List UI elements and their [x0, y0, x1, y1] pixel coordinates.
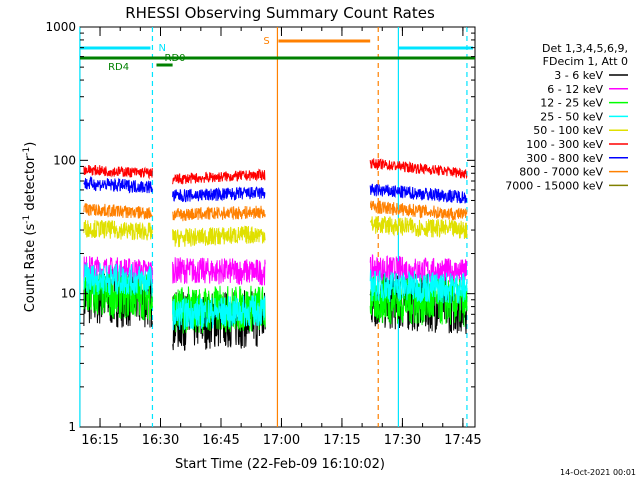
series-trace [172, 205, 266, 222]
legend-label: 300 - 800 keV [526, 152, 603, 165]
rd0-label: RD0 [165, 53, 186, 64]
legend-header-line2: FDecim 1, Att 0 [543, 55, 628, 68]
series-trace [83, 175, 153, 194]
series-trace [369, 215, 468, 240]
series-trace [83, 262, 153, 297]
series-trace [172, 168, 266, 186]
x-tick-label: 16:45 [202, 433, 239, 448]
x-tick-label: 16:15 [81, 433, 118, 448]
series-trace [172, 257, 266, 286]
legend-label: 6 - 12 keV [547, 83, 603, 96]
legend-label: 800 - 7000 keV [519, 166, 603, 179]
x-tick-label: 17:00 [263, 433, 300, 448]
saa-label: S [263, 36, 269, 47]
y-tick-label: 1000 [45, 20, 76, 34]
x-axis-label: Start Time (22-Feb-09 16:10:02) [175, 457, 385, 472]
series-trace [83, 220, 153, 241]
footer-timestamp: 14-Oct-2021 00:01 [560, 468, 636, 477]
x-tick-label: 16:30 [142, 433, 179, 448]
chart-title: RHESSI Observing Summary Count Rates [125, 4, 435, 22]
y-axis-label-sup1: -1 [22, 215, 32, 224]
legend-label: 100 - 300 keV [526, 138, 603, 151]
rd4-label: RD4 [108, 62, 129, 73]
series-trace [172, 285, 266, 334]
y-axis-label-sup2: -1 [22, 147, 32, 156]
series-trace [83, 164, 153, 180]
y-tick-label: 10 [61, 287, 76, 301]
legend-label: 25 - 50 keV [540, 110, 603, 123]
y-axis-label: Count Rate (s-1 detector-1) [22, 142, 38, 313]
series-trace [172, 295, 266, 331]
legend-header-line1: Det 1,3,4,5,6,9, [542, 42, 628, 55]
series-trace [172, 186, 266, 203]
x-tick-label: 17:15 [323, 433, 360, 448]
night-label: N [158, 43, 165, 54]
y-axis-label-mid: detector [23, 155, 38, 215]
series-trace [369, 158, 468, 180]
y-tick-label: 100 [53, 153, 76, 167]
series-trace [370, 200, 468, 221]
y-axis-label-main: Count Rate (s [23, 224, 38, 313]
y-tick-label: 1 [68, 420, 76, 434]
legend-label: 7000 - 15000 keV [505, 179, 603, 192]
legend-label: 50 - 100 keV [533, 124, 603, 137]
y-axis-label-end: ) [23, 142, 38, 147]
legend-label: 12 - 25 keV [540, 97, 603, 110]
series-trace [369, 268, 468, 304]
series-lines [83, 158, 468, 351]
series-trace [172, 225, 266, 248]
legend: Det 1,3,4,5,6,9, FDecim 1, Att 0 3 - 6 k… [505, 42, 628, 192]
x-axis-ticks: 16:15 16:30 16:45 17:00 17:15 17:30 17:45 [81, 27, 482, 448]
timeline-markers: N S RD0 RD4 [79, 27, 475, 427]
x-tick-label: 17:30 [384, 433, 421, 448]
series-trace [369, 183, 468, 204]
legend-label: 3 - 6 keV [554, 69, 603, 82]
y-axis-ticks: 1 10 100 1000 [45, 20, 475, 434]
x-tick-label: 17:45 [444, 433, 481, 448]
series-trace [83, 203, 153, 220]
